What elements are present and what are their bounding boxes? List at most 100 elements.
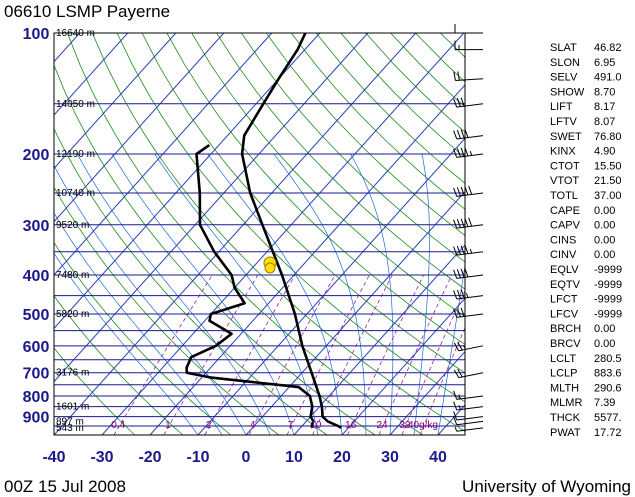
plot-frame	[53, 32, 466, 436]
index-row: EQLV -9999	[550, 264, 622, 276]
index-row: LFCV -9999	[550, 308, 622, 320]
wind-barb	[454, 426, 484, 432]
index-value: 8.07	[594, 116, 615, 128]
dry-adiabat	[166, 33, 465, 345]
index-row: THCK 5577.	[550, 412, 622, 424]
index-row: BRCV 0.00	[550, 338, 615, 350]
index-row: MLMR 7.39	[550, 397, 615, 409]
height-label: 3176 m	[56, 368, 89, 379]
wind-barb	[453, 401, 484, 411]
index-row: SLAT 46.82	[550, 42, 622, 54]
wind-barb	[453, 268, 484, 279]
isotherms	[54, 33, 465, 435]
moist-adiabat	[350, 153, 394, 435]
stability-indices: SLAT 46.82 SLON 6.95 SELV 491.0 SHOW 8.70 LIFT 8.…	[550, 42, 622, 439]
temperature-tick-label: 40	[429, 449, 447, 466]
index-row: VTOT 21.50	[550, 175, 622, 187]
isotherm-line	[54, 33, 321, 330]
pressure-axis: 100 200 300 400 500 600 700 800 900	[23, 26, 50, 427]
temperature-tick-label: -10	[186, 449, 209, 466]
index-name: SLAT	[550, 42, 577, 54]
isotherm-line	[149, 84, 465, 435]
index-value: 0.00	[594, 234, 615, 246]
index-name: THCK	[550, 412, 581, 424]
index-value: -9999	[594, 279, 622, 291]
wind-barb	[453, 289, 484, 300]
index-value: 8.70	[594, 86, 615, 98]
temperature-tick-label: -30	[90, 449, 113, 466]
pressure-tick-label: 500	[23, 307, 50, 324]
pressure-tick-label: 600	[23, 339, 50, 356]
moist-adiabat	[54, 212, 223, 435]
height-labels: 16640 m 14050 m 12190 m 10740 m 9520 m 7480 m…	[56, 28, 95, 434]
index-value: 0.00	[594, 323, 615, 335]
index-value: 17.72	[594, 427, 622, 439]
index-row: CINS 0.00	[550, 234, 615, 246]
index-value: 5577.	[594, 412, 622, 424]
index-name: CAPE	[550, 205, 580, 217]
temperature-tick-label: 10	[285, 449, 303, 466]
index-value: 76.80	[594, 131, 622, 143]
index-name: SHOW	[550, 86, 585, 98]
source-credit: University of Wyoming	[462, 477, 631, 496]
moist-adiabat	[76, 153, 271, 435]
observation-time: 00Z 15 Jul 2008	[4, 477, 126, 496]
index-name: LFCV	[550, 308, 579, 320]
index-name: CINS	[550, 234, 576, 246]
height-label: 543 m	[56, 423, 84, 434]
mixing-ratio-lines	[113, 274, 465, 435]
mixing-ratio-line	[312, 274, 393, 435]
mixing-ratio-label: 0.4	[111, 420, 125, 431]
isotherm-line	[293, 244, 465, 435]
wind-barb	[453, 307, 484, 318]
index-name: CINV	[550, 249, 577, 261]
wind-barb	[453, 97, 484, 108]
height-label: 14050 m	[56, 99, 95, 110]
mixing-ratio-line	[163, 274, 259, 435]
isotherm-line	[54, 33, 225, 223]
wind-barb	[453, 71, 484, 82]
index-value: 4.90	[594, 146, 615, 158]
mixing-ratio-label: 32	[399, 420, 411, 431]
height-label: 16640 m	[56, 28, 95, 39]
index-value: 6.95	[594, 57, 615, 69]
index-row: EQTV -9999	[550, 279, 622, 291]
isotherm-line	[54, 33, 273, 276]
mixing-ratio-line	[419, 326, 465, 435]
pressure-tick-label: 100	[23, 26, 50, 43]
wind-barb	[453, 416, 484, 426]
index-value: 290.6	[594, 382, 622, 394]
index-name: LCLT	[550, 353, 576, 365]
index-name: CAPV	[550, 220, 581, 232]
index-name: LCLP	[550, 368, 578, 380]
index-row: MLTH 290.6	[550, 382, 622, 394]
mixing-ratio-label: 1	[165, 420, 171, 431]
wind-barb	[454, 24, 483, 34]
temperature-tick-label: -20	[138, 449, 161, 466]
wind-barb	[453, 411, 484, 421]
index-name: SELV	[550, 72, 578, 84]
wind-barb	[453, 368, 484, 379]
index-row: LFCT -9999	[550, 294, 622, 306]
index-row: CAPV 0.00	[550, 220, 615, 232]
temperature-tick-label: -40	[42, 449, 65, 466]
index-name: SWET	[550, 131, 582, 143]
index-row: SWET 76.80	[550, 131, 622, 143]
index-name: LFTV	[550, 116, 578, 128]
mixing-ratio-label: 16	[345, 420, 357, 431]
index-row: LFTV 8.07	[550, 116, 615, 128]
isotherm-line	[245, 190, 465, 435]
index-row: TOTL 37.00	[550, 190, 622, 202]
isotherm-line	[54, 33, 177, 170]
pressure-tick-label: 200	[23, 147, 50, 164]
isotherm-line	[389, 350, 465, 435]
isobars	[54, 33, 465, 435]
lcl-marker	[263, 256, 277, 274]
height-label: 12190 m	[56, 149, 95, 160]
index-value: 0.00	[594, 249, 615, 261]
wind-barb	[453, 185, 484, 197]
index-name: BRCV	[550, 338, 581, 350]
mixing-ratio-label: 4	[250, 420, 256, 431]
index-value: 46.82	[594, 42, 622, 54]
